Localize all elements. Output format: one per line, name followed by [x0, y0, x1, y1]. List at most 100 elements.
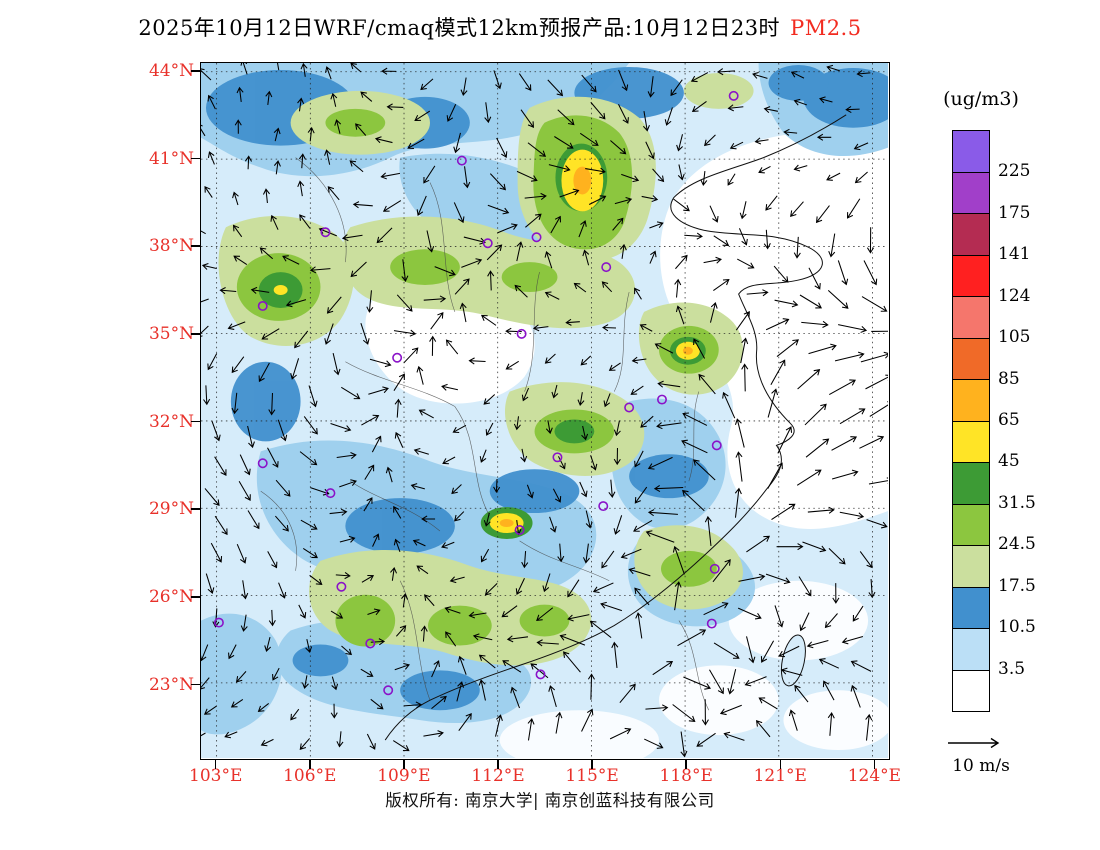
wind-arrow	[601, 550, 615, 569]
wind-arrow	[231, 392, 239, 415]
wind-arrow	[240, 63, 248, 75]
lat-label: 35°N	[148, 323, 194, 344]
wind-arrow	[628, 567, 651, 577]
wind-arrow	[585, 510, 593, 529]
wind-arrow	[393, 373, 405, 391]
wind-arrow	[327, 186, 340, 201]
wind-arrow	[808, 343, 837, 355]
wind-arrow	[691, 101, 707, 113]
colorbar-cell	[953, 504, 989, 546]
wind-arrow	[305, 638, 313, 653]
wind-arrow	[737, 258, 755, 269]
wind-arrow	[423, 730, 444, 738]
wind-arrow	[557, 109, 575, 126]
wind-arrow	[204, 185, 213, 198]
wind-arrow	[831, 436, 858, 451]
wind-arrow	[763, 106, 778, 114]
wind-arrow	[297, 180, 305, 197]
wind-arrow	[746, 289, 769, 297]
wind-arrow	[324, 323, 334, 345]
wind-arrow	[205, 573, 215, 595]
wind-arrow	[420, 78, 434, 91]
lon-label: 106°E	[283, 766, 337, 786]
wind-arrow	[510, 686, 521, 709]
wind-arrow	[403, 701, 423, 709]
wind-arrow	[445, 339, 459, 355]
wind-arrow	[793, 236, 801, 259]
colorbar-cell	[953, 380, 989, 422]
station-marker	[325, 488, 336, 499]
wind-arrow	[869, 401, 888, 417]
wind-arrow	[788, 709, 798, 731]
wind-arrow	[554, 136, 574, 149]
wind-arrow	[468, 611, 487, 619]
wind-arrow	[394, 431, 404, 448]
wind-arrow	[521, 387, 530, 402]
wind-arrow	[240, 614, 248, 632]
wind-arrow	[515, 578, 525, 595]
wind-arrow	[618, 69, 629, 92]
lon-tick	[779, 760, 782, 769]
wind-arrow	[581, 74, 597, 93]
wind-arrow	[485, 422, 494, 436]
wind-arrow	[771, 503, 796, 520]
wind-arrow	[618, 104, 629, 124]
wind-arrow	[275, 479, 291, 497]
wind-arrow	[794, 684, 809, 703]
wind-arrow	[495, 714, 503, 737]
wind-arrow	[681, 439, 708, 454]
wind-arrow	[639, 324, 653, 332]
wind-arrow	[776, 543, 804, 551]
wind-arrow	[868, 477, 888, 485]
wind-arrow	[396, 294, 413, 312]
wind-arrow	[550, 215, 562, 234]
wind-arrow	[390, 566, 398, 581]
station-marker	[456, 155, 467, 166]
wind-arrow	[403, 347, 419, 364]
wind-arrow	[236, 544, 247, 564]
wind-arrow	[652, 168, 665, 183]
wind-arrow	[645, 141, 655, 160]
wind-arrow	[610, 140, 627, 155]
wind-arrow	[239, 454, 251, 476]
wind-arrow	[579, 481, 588, 498]
wind-arrow	[290, 358, 300, 380]
wind-arrow	[630, 385, 644, 395]
wind-arrow	[434, 266, 456, 277]
wind-arrow	[854, 171, 868, 184]
colorbar-label: 225	[998, 161, 1031, 182]
colorbar-units: (ug/m3)	[943, 88, 1019, 110]
lat-label: 29°N	[148, 499, 194, 520]
wind-arrow	[548, 164, 571, 173]
wind-arrow	[645, 704, 669, 712]
wind-arrow	[871, 327, 888, 335]
lat-label: 23°N	[148, 674, 194, 695]
wind-arrow	[544, 353, 556, 364]
wind-arrow	[536, 639, 559, 647]
wind-arrow	[386, 103, 404, 111]
station-marker	[514, 524, 525, 535]
wind-arrow	[493, 70, 502, 90]
wind-arrow	[614, 196, 633, 205]
wind-reference-label: 10 m/s	[952, 756, 1010, 776]
wind-arrow	[744, 676, 767, 687]
wind-arrow	[684, 232, 703, 240]
wind-arrow	[545, 420, 553, 435]
wind-arrow	[713, 642, 740, 659]
lat-tick	[191, 508, 200, 510]
lat-tick	[191, 420, 200, 423]
wind-arrow	[818, 658, 840, 669]
wind-arrow	[588, 195, 607, 205]
station-marker	[531, 232, 542, 243]
wind-arrow	[752, 72, 768, 79]
wind-arrow	[544, 291, 560, 300]
wind-arrow	[765, 195, 778, 211]
wind-arrow	[653, 484, 684, 493]
wind-arrow	[827, 712, 835, 736]
wind-arrow	[709, 669, 724, 695]
wind-arrow	[370, 698, 384, 710]
wind-arrow	[536, 607, 554, 621]
page-title-variable: PM2.5	[790, 16, 862, 40]
wind-arrow	[331, 676, 339, 691]
wind-arrow	[760, 640, 775, 663]
